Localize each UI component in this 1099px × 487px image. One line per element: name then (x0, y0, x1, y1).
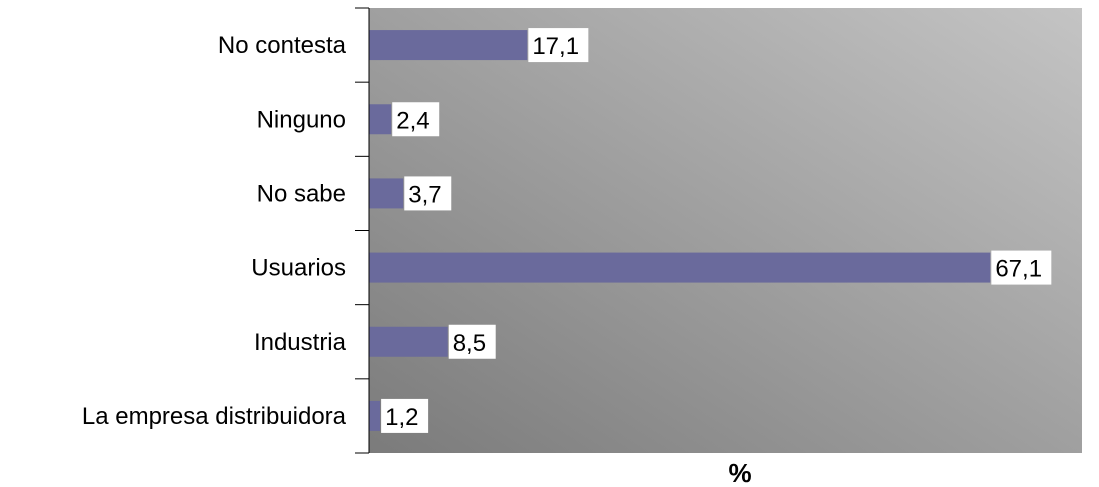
bar (369, 104, 392, 135)
data-label-box (448, 324, 496, 359)
data-label: 3,7 (408, 181, 441, 208)
category-label: Usuarios (251, 255, 346, 282)
data-label-box (528, 28, 589, 63)
data-label: 1,2 (385, 404, 418, 431)
data-label-box (392, 102, 440, 137)
x-axis-label: % (728, 458, 751, 487)
data-label-box (404, 176, 452, 211)
data-label: 67,1 (995, 256, 1042, 283)
data-label-box (991, 250, 1052, 285)
category-label: Industria (254, 329, 347, 356)
data-label: 17,1 (532, 33, 579, 60)
plot-area (369, 8, 1082, 453)
bar (369, 326, 448, 357)
bar (369, 400, 381, 431)
bar (369, 252, 991, 283)
data-label: 8,5 (453, 330, 486, 357)
category-label: Ninguno (257, 106, 346, 133)
bar (369, 30, 528, 61)
data-label: 2,4 (396, 107, 429, 134)
category-label: La empresa distribuidora (82, 403, 347, 430)
category-label: No sabe (257, 180, 346, 207)
data-label-box (381, 398, 429, 433)
bar (369, 178, 404, 209)
category-label: No contesta (218, 32, 347, 59)
